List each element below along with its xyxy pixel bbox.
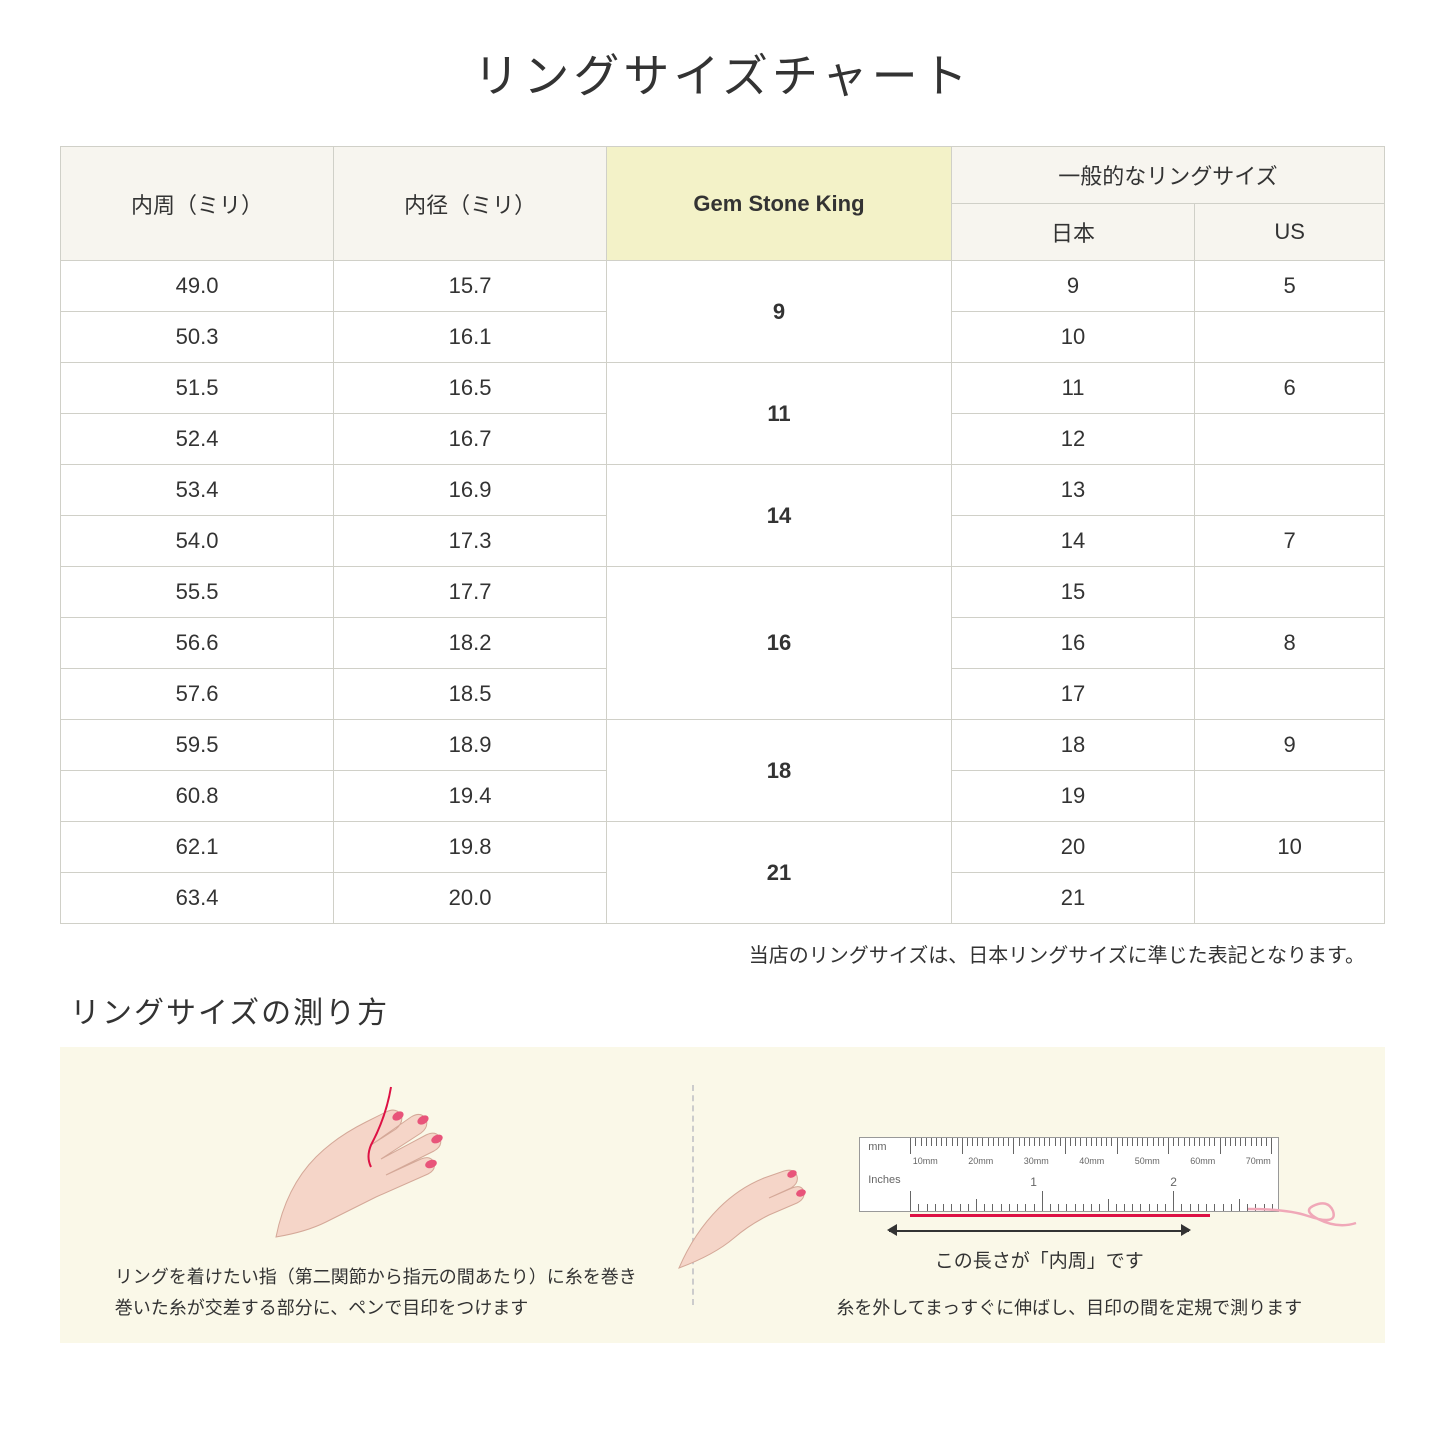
measurement-arrow bbox=[889, 1220, 1189, 1240]
instructions-panel: リングを着けたい指（第二関節から指元の間あたり）に糸を巻き 巻いた糸が交差する部… bbox=[60, 1047, 1385, 1343]
size-chart-table: 内周（ミリ） 内径（ミリ） Gem Stone King 一般的なリングサイズ … bbox=[60, 146, 1385, 924]
header-diameter: 内径（ミリ） bbox=[334, 147, 607, 261]
header-us: US bbox=[1195, 204, 1385, 261]
hand-hold-icon bbox=[674, 1133, 814, 1273]
table-row: 49.015.7995 bbox=[61, 261, 1385, 312]
instruction-step-1: リングを着けたい指（第二関節から指元の間あたり）に糸を巻き 巻いた糸が交差する部… bbox=[80, 1067, 672, 1323]
table-row: 51.516.511116 bbox=[61, 363, 1385, 414]
table-note: 当店のリングサイズは、日本リングサイズに準じた表記となります。 bbox=[60, 939, 1385, 968]
header-general: 一般的なリングサイズ bbox=[951, 147, 1384, 204]
instruction-step-2: mm Inches 10mm20mm30mm40mm50mm60mm70mm 1… bbox=[714, 1067, 1366, 1323]
string-curl-icon bbox=[1248, 1181, 1358, 1241]
table-row: 59.518.918189 bbox=[61, 720, 1385, 771]
header-circumference: 内周（ミリ） bbox=[61, 147, 334, 261]
string-graphic bbox=[910, 1214, 1210, 1217]
instruction-1-text: リングを着けたい指（第二関節から指元の間あたり）に糸を巻き 巻いた糸が交差する部… bbox=[115, 1262, 637, 1323]
table-row: 62.119.8212010 bbox=[61, 822, 1385, 873]
arrow-label: この長さが「内周」です bbox=[935, 1246, 1144, 1273]
measure-subtitle: リングサイズの測り方 bbox=[60, 988, 1385, 1032]
ruler-graphic: mm Inches 10mm20mm30mm40mm50mm60mm70mm 1… bbox=[859, 1137, 1279, 1212]
table-row: 55.517.71615 bbox=[61, 567, 1385, 618]
instruction-2-text: 糸を外してまっすぐに伸ばし、目印の間を定規で測ります bbox=[836, 1293, 1302, 1324]
header-brand: Gem Stone King bbox=[607, 147, 952, 261]
table-body: 49.015.799550.316.11051.516.51111652.416… bbox=[61, 261, 1385, 924]
table-row: 53.416.91413 bbox=[61, 465, 1385, 516]
page-title: リングサイズチャート bbox=[60, 40, 1385, 106]
hand-wrap-icon bbox=[236, 1067, 516, 1247]
header-japan: 日本 bbox=[951, 204, 1194, 261]
